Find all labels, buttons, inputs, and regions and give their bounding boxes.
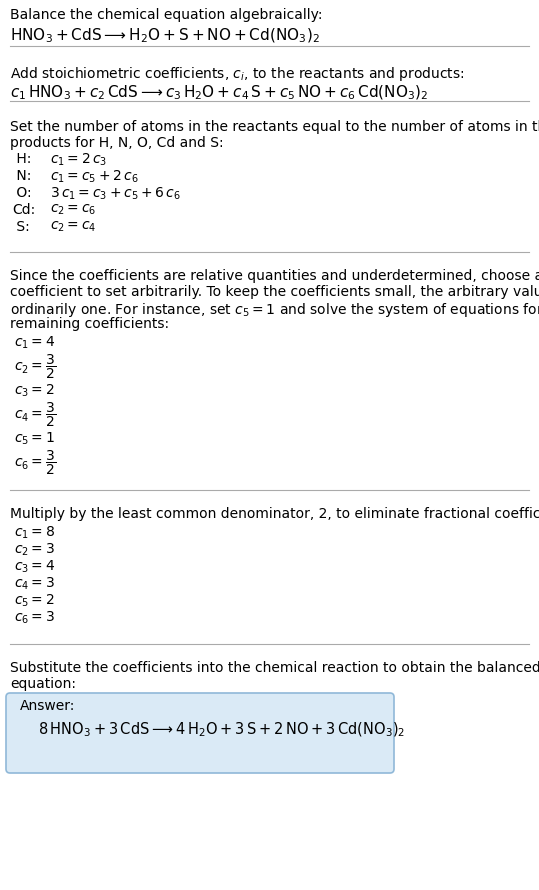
Text: $c_2 = 3$: $c_2 = 3$ [14,542,55,558]
Text: O:: O: [12,186,32,200]
Text: Answer:: Answer: [20,699,75,713]
Text: $c_3 = 4$: $c_3 = 4$ [14,559,56,576]
Text: $c_5 = 1$: $c_5 = 1$ [14,431,55,448]
Text: $c_6 = \dfrac{3}{2}$: $c_6 = \dfrac{3}{2}$ [14,449,56,477]
Text: Set the number of atoms in the reactants equal to the number of atoms in the: Set the number of atoms in the reactants… [10,120,539,134]
Text: remaining coefficients:: remaining coefficients: [10,317,169,331]
Text: $c_4 = 3$: $c_4 = 3$ [14,576,55,593]
Text: $3\,c_1 = c_3 + c_5 + 6\,c_6$: $3\,c_1 = c_3 + c_5 + 6\,c_6$ [50,186,181,202]
Text: Since the coefficients are relative quantities and underdetermined, choose a: Since the coefficients are relative quan… [10,269,539,283]
Text: $c_1 = 2\,c_3$: $c_1 = 2\,c_3$ [50,152,107,168]
Text: coefficient to set arbitrarily. To keep the coefficients small, the arbitrary va: coefficient to set arbitrarily. To keep … [10,285,539,299]
Text: $\mathrm{HNO_3 + CdS} \longrightarrow \mathrm{H_2O + S + NO + Cd(NO_3)_2}$: $\mathrm{HNO_3 + CdS} \longrightarrow \m… [10,27,320,45]
Text: $c_1 = 8$: $c_1 = 8$ [14,525,55,541]
Text: products for H, N, O, Cd and S:: products for H, N, O, Cd and S: [10,136,224,150]
Text: Add stoichiometric coefficients, $c_i$, to the reactants and products:: Add stoichiometric coefficients, $c_i$, … [10,65,465,83]
Text: $8\,\mathrm{HNO_3} + 3\,\mathrm{CdS} \longrightarrow 4\,\mathrm{H_2O} + 3\,\math: $8\,\mathrm{HNO_3} + 3\,\mathrm{CdS} \lo… [38,721,405,740]
Text: Balance the chemical equation algebraically:: Balance the chemical equation algebraica… [10,8,322,22]
Text: Substitute the coefficients into the chemical reaction to obtain the balanced: Substitute the coefficients into the che… [10,661,539,675]
Text: $c_1\,\mathrm{HNO_3} + c_2\,\mathrm{CdS} \longrightarrow c_3\,\mathrm{H_2O} + c_: $c_1\,\mathrm{HNO_3} + c_2\,\mathrm{CdS}… [10,84,429,102]
Text: Cd:: Cd: [12,203,35,217]
Text: $c_2 = \dfrac{3}{2}$: $c_2 = \dfrac{3}{2}$ [14,353,56,381]
Text: N:: N: [12,169,31,183]
Text: $c_1 = c_5 + 2\,c_6$: $c_1 = c_5 + 2\,c_6$ [50,169,139,185]
Text: $c_3 = 2$: $c_3 = 2$ [14,383,54,400]
Text: $c_2 = c_6$: $c_2 = c_6$ [50,203,96,217]
Text: S:: S: [12,220,30,234]
Text: $c_1 = 4$: $c_1 = 4$ [14,335,56,352]
Text: $c_5 = 2$: $c_5 = 2$ [14,593,54,610]
Text: $c_2 = c_4$: $c_2 = c_4$ [50,220,96,234]
Text: ordinarily one. For instance, set $c_5 = 1$ and solve the system of equations fo: ordinarily one. For instance, set $c_5 =… [10,301,539,319]
Text: $c_4 = \dfrac{3}{2}$: $c_4 = \dfrac{3}{2}$ [14,401,56,429]
Text: Multiply by the least common denominator, 2, to eliminate fractional coefficient: Multiply by the least common denominator… [10,507,539,521]
Text: H:: H: [12,152,31,166]
FancyBboxPatch shape [6,693,394,773]
Text: $c_6 = 3$: $c_6 = 3$ [14,610,55,627]
Text: equation:: equation: [10,677,76,691]
